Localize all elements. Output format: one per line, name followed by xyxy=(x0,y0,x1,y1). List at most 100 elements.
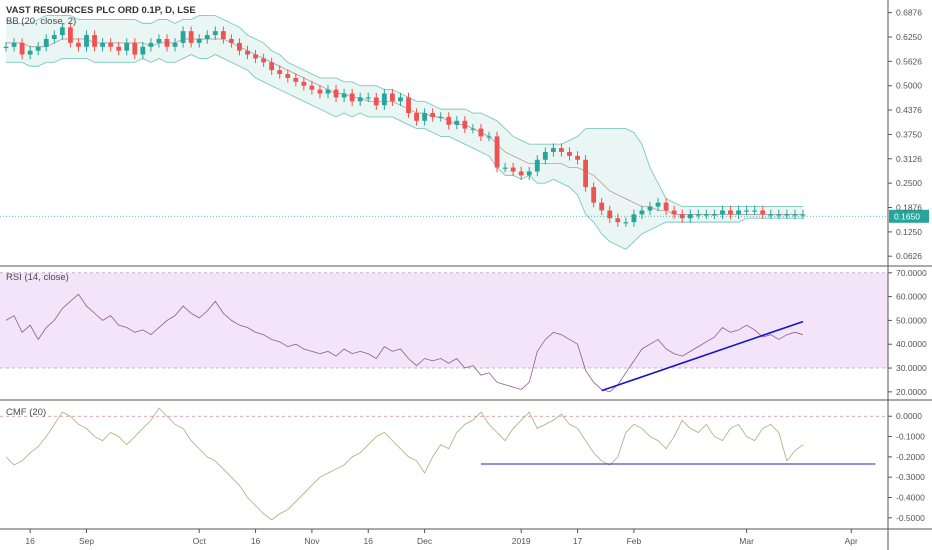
candle-body xyxy=(663,202,669,211)
candle-body xyxy=(68,27,73,43)
x-tick-label: Mar xyxy=(739,536,754,546)
candle-body xyxy=(148,42,154,47)
candle-body xyxy=(373,97,379,106)
candle-body xyxy=(76,42,81,47)
candle-body xyxy=(752,210,758,212)
cmf-tick-label: -0.2000 xyxy=(896,452,925,462)
cmf-pane xyxy=(0,407,888,521)
candle-body xyxy=(35,46,41,51)
price-tick-label: 0.3750 xyxy=(896,129,922,139)
candle-body xyxy=(108,42,114,47)
candle-body xyxy=(349,93,355,102)
candle-body xyxy=(776,214,782,216)
candle-body xyxy=(341,93,347,98)
rsi-tick-label: 50.0000 xyxy=(896,315,927,325)
candle-body xyxy=(438,116,444,119)
candle-body xyxy=(784,214,790,216)
candle-body xyxy=(671,210,677,215)
symbol-title: VAST RESOURCES PLC ORD 0.1P, D, LSE xyxy=(6,5,196,16)
candle-body xyxy=(116,46,122,51)
candle-body xyxy=(156,38,162,43)
candle-body xyxy=(615,218,621,223)
candle-body xyxy=(631,214,637,223)
candle-body xyxy=(526,171,532,176)
candle-body xyxy=(365,97,371,99)
candle-body xyxy=(398,97,403,102)
candle-body xyxy=(454,120,460,125)
candle-body xyxy=(567,151,572,156)
candle-body xyxy=(406,97,411,114)
cmf-tick-label: -0.3000 xyxy=(896,472,925,482)
x-tick-label: Apr xyxy=(845,536,858,546)
candle-body xyxy=(124,42,130,51)
candle-body xyxy=(220,31,226,39)
candle-body xyxy=(518,171,524,176)
x-tick-label: 16 xyxy=(251,536,261,546)
candle-body xyxy=(301,81,307,86)
candle-body xyxy=(720,210,725,215)
x-tick-label: Nov xyxy=(304,536,320,546)
candle-body xyxy=(3,46,9,48)
candle-body xyxy=(800,214,806,216)
rsi-tick-label: 20.0000 xyxy=(896,387,927,397)
candle-body xyxy=(430,113,436,117)
candle-body xyxy=(390,93,395,102)
x-tick-label: Oct xyxy=(193,536,207,546)
rsi-tick-label: 40.0000 xyxy=(896,339,927,349)
x-tick-label: 2019 xyxy=(512,536,531,546)
price-tick-label: 0.5000 xyxy=(896,81,922,91)
candle-body xyxy=(196,38,202,43)
candle-body xyxy=(559,148,564,152)
candle-body xyxy=(253,54,258,59)
price-tick-label: 0.0626 xyxy=(896,251,922,261)
candle-body xyxy=(760,210,766,215)
price-tick-label: 0.3126 xyxy=(896,154,922,164)
price-pane: 0.1650 xyxy=(0,15,929,250)
bb-fill xyxy=(6,15,803,250)
candle-body xyxy=(261,58,266,63)
candle-body xyxy=(172,42,178,47)
candle-body xyxy=(11,42,17,47)
candle-body xyxy=(381,93,387,106)
candle-body xyxy=(575,155,580,160)
candle-body xyxy=(188,31,194,43)
cmf-legend: CMF (20) xyxy=(6,407,47,418)
candle-body xyxy=(92,35,97,47)
candle-body xyxy=(712,214,717,216)
candle-body xyxy=(744,210,749,212)
rsi-line xyxy=(5,293,804,393)
candle-body xyxy=(229,38,234,43)
candle-body xyxy=(132,42,138,55)
candle-body xyxy=(204,35,210,39)
candle-body xyxy=(599,202,605,211)
bb-upper-line xyxy=(5,15,803,207)
candle-body xyxy=(19,42,25,55)
candle-body xyxy=(478,128,484,137)
candle-body xyxy=(100,42,105,47)
candle-body xyxy=(655,202,661,207)
candle-body xyxy=(27,50,33,55)
candle-body xyxy=(237,42,242,51)
rsi-pane xyxy=(0,272,888,393)
price-tick-label: 0.6250 xyxy=(896,32,922,42)
candle-body xyxy=(333,89,339,98)
candle-body xyxy=(534,159,540,172)
candle-body xyxy=(357,97,363,102)
x-tick-label: Feb xyxy=(627,536,642,546)
bb-basis-line xyxy=(6,38,803,215)
candle-body xyxy=(325,89,331,94)
candle-body xyxy=(792,214,798,216)
candle-body xyxy=(140,46,146,55)
price-tick-label: 0.1876 xyxy=(896,202,922,212)
cmf-tick-label: -0.5000 xyxy=(896,513,925,523)
rsi-tick-label: 60.0000 xyxy=(896,292,927,302)
cmf-tick-label: -0.4000 xyxy=(896,493,925,503)
x-tick-label: Dec xyxy=(417,536,433,546)
price-legend: VAST RESOURCES PLC ORD 0.1P, D, LSE BB (… xyxy=(6,5,196,27)
candle-body xyxy=(639,210,645,215)
last-price-label: 0.1650 xyxy=(894,211,920,221)
candle-body xyxy=(510,167,516,172)
candle-body xyxy=(84,35,89,47)
